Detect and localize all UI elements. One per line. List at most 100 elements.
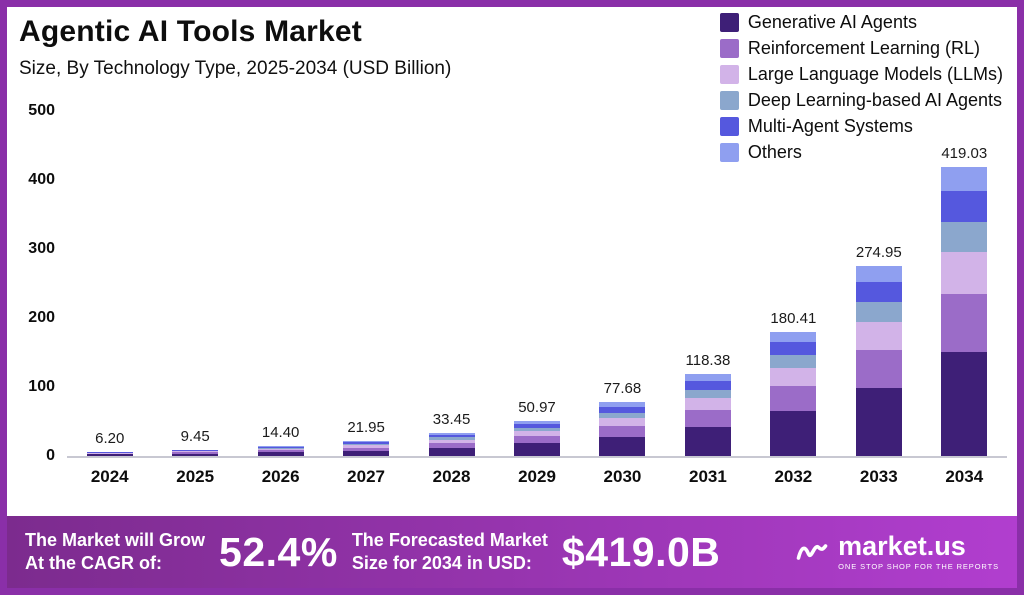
legend-swatch [719, 91, 739, 110]
bar-total-label: 77.68 [603, 380, 642, 398]
bar-slot: 14.40 [238, 111, 323, 456]
legend-item-multi-agent: Multi-Agent Systems [719, 116, 1003, 137]
x-axis-label: 2034 [945, 467, 984, 486]
plot-area: 6.20 9.45 14.40 21.95 33.45 50.97 77.68 118.38 1… [67, 111, 1007, 458]
chart-header: Agentic AI Tools Market Size, By Technol… [19, 15, 451, 80]
bar-segment [172, 453, 219, 456]
bar-segment [513, 423, 560, 428]
bar-segment [599, 402, 646, 407]
x-axis-label: 2026 [261, 467, 300, 486]
brand-text: market.us ONE STOP SHOP FOR THE REPORTS [838, 533, 999, 571]
bar-stack [172, 449, 219, 456]
forecast-value: $419.0B [561, 528, 721, 575]
bar-segment [343, 447, 390, 451]
bar-segment [428, 443, 475, 448]
bar-segment [599, 412, 646, 419]
bar-segment [428, 439, 475, 444]
x-axis-label: 2029 [518, 467, 556, 486]
legend-item-reinforcement-learning: Reinforcement Learning (RL) [719, 38, 1003, 59]
bar-slot: 6.20 [67, 111, 152, 456]
y-axis: 0 100 200 300 400 500 [17, 102, 67, 464]
legend-label: Generative AI Agents [747, 12, 917, 32]
bar-segment [684, 381, 731, 390]
bar-total-label: 6.20 [95, 429, 125, 447]
bar-segment [599, 418, 646, 426]
bar-segment [684, 426, 731, 456]
market-us-logo: market.us ONE STOP SHOP FOR THE REPORTS [794, 533, 999, 571]
forecast-label: The Forecasted Market Size for 2034 in U… [352, 529, 548, 576]
legend-label: Multi-Agent Systems [747, 116, 913, 136]
bar-segment [172, 452, 219, 454]
bar-stack [428, 432, 475, 456]
legend: Generative AI Agents Reinforcement Learn… [719, 12, 1003, 163]
legend-item-others: Others [719, 142, 1003, 163]
bar-segment [257, 446, 304, 448]
bar-segment [257, 447, 304, 450]
bar-segment [343, 442, 390, 444]
bar-segment [599, 436, 646, 456]
bar-total-label: 14.40 [261, 424, 300, 442]
bar-segment [428, 434, 475, 438]
page-title: Agentic AI Tools Market [19, 15, 362, 48]
legend-label: Reinforcement Learning (RL) [747, 38, 980, 58]
bar-total-label: 274.95 [855, 244, 902, 262]
x-axis-label: 2027 [347, 467, 385, 486]
bar-segment [257, 446, 304, 447]
bar-total-label: 21.95 [347, 418, 385, 436]
bar-segment [599, 406, 646, 413]
bar-slot: 419.03 [922, 111, 1007, 456]
bar-segment [941, 252, 988, 295]
cagr-label-line2: At the CAGR of: [25, 553, 162, 573]
bar-slot: 274.95 [836, 111, 921, 456]
x-axis: 2024 2025 2026 2027 2028 2029 2030 2031 2032 2033… [67, 467, 1007, 487]
brand-tagline: ONE STOP SHOP FOR THE REPORTS [838, 562, 999, 572]
bar-stack [343, 440, 390, 456]
bar-segment [684, 374, 731, 382]
bar-segment [770, 355, 817, 369]
footer-banner: The Market will Grow At the CAGR of: 52.… [7, 516, 1017, 588]
legend-item-llms: Large Language Models (LLMs) [719, 64, 1003, 85]
bar-total-label: 118.38 [685, 352, 731, 370]
bar-segment [855, 266, 902, 283]
legend-label: Large Language Models (LLMs) [747, 64, 1003, 84]
bar-segment [172, 450, 219, 451]
bar-segment [599, 426, 646, 437]
x-axis-label: 2033 [859, 467, 898, 486]
y-tick-label: 0 [46, 447, 55, 464]
bar-total-label: 180.41 [770, 309, 817, 327]
legend-item-deep-learning: Deep Learning-based AI Agents [719, 90, 1003, 111]
cagr-label-line1: The Market will Grow [25, 529, 206, 550]
bar-segment [257, 449, 304, 451]
bar-segment [941, 221, 988, 253]
bar-total-label: 9.45 [180, 427, 210, 445]
x-axis-label: 2025 [176, 467, 215, 486]
y-tick-label: 500 [28, 102, 55, 119]
bar-segment [513, 443, 560, 456]
bar-segment [172, 449, 219, 451]
bar-segment [941, 351, 988, 456]
legend-swatch [719, 65, 739, 84]
legend-swatch [719, 13, 739, 32]
cagr-label: The Market will Grow At the CAGR of: [25, 529, 205, 576]
legend-swatch [719, 117, 739, 136]
x-axis-label: 2024 [90, 467, 129, 486]
bar-stack [513, 420, 560, 456]
y-tick-label: 300 [28, 240, 55, 257]
legend-label: Others [747, 142, 802, 162]
x-axis-label: 2030 [603, 467, 642, 486]
bar-segment [941, 191, 988, 222]
bar-stack [770, 331, 817, 456]
bar-segment [941, 166, 988, 192]
bar-segment [855, 282, 902, 303]
bar-segment [257, 452, 304, 456]
y-tick-label: 100 [28, 378, 55, 395]
stacked-bar-chart: 0 100 200 300 400 500 6.20 9.45 14.40 21.95 33.45… [17, 102, 1007, 487]
bar-segment [770, 411, 817, 456]
page-subtitle: Size, By Technology Type, 2025-2034 (USD… [19, 58, 452, 79]
y-tick-label: 400 [28, 171, 55, 188]
bar-segment [770, 386, 817, 412]
bar-segment [513, 436, 560, 444]
chart-axes-row: 0 100 200 300 400 500 6.20 9.45 14.40 21.95 33.45… [17, 102, 1007, 464]
cagr-value: 52.4% [219, 528, 338, 575]
